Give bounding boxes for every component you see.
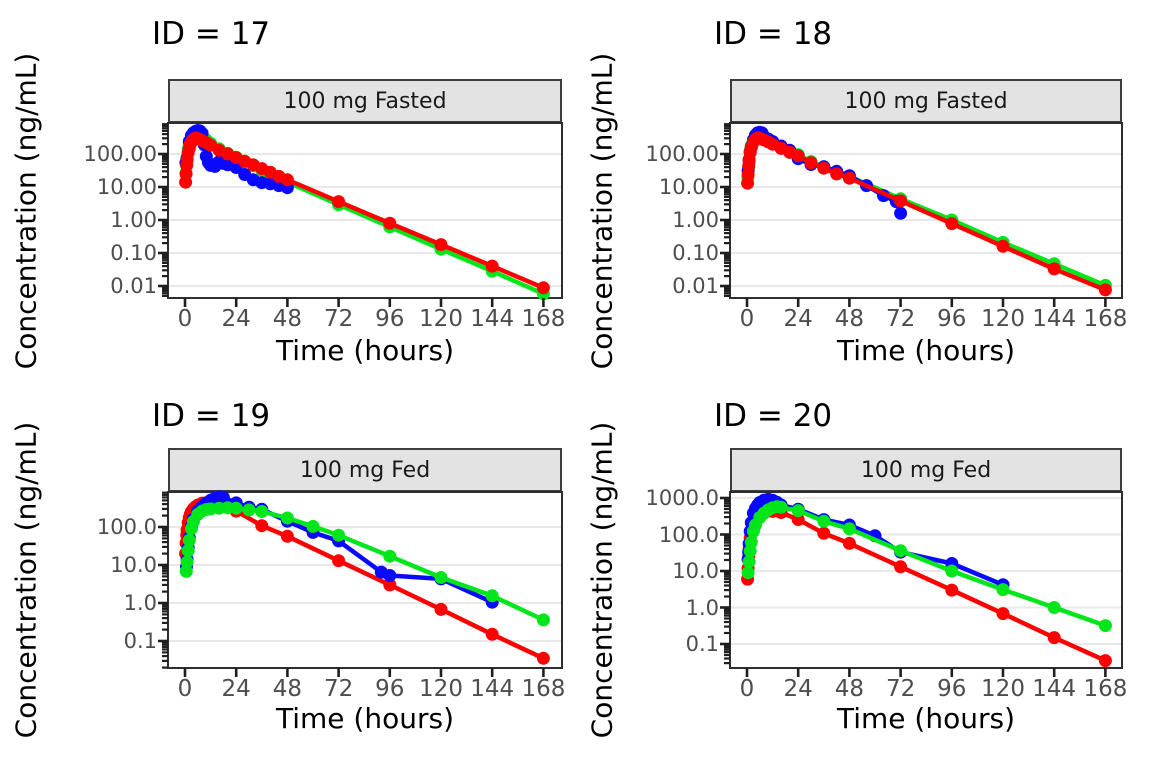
x-tick-label: 72 bbox=[323, 306, 354, 332]
x-tick-label: 168 bbox=[521, 306, 566, 332]
y-tick-label: 0.1 bbox=[685, 632, 719, 656]
x-tick-label: 0 bbox=[177, 676, 193, 702]
x-axis-label: Time (hours) bbox=[276, 334, 454, 367]
panel-title: ID = 20 bbox=[714, 398, 833, 434]
facet-strip: 100 mg Fed bbox=[730, 448, 1122, 492]
y-tick-label: 1000.0 bbox=[645, 486, 719, 510]
y-tick-label: 1.0 bbox=[685, 595, 719, 620]
plot-area-svg bbox=[720, 491, 1123, 677]
y-tick-label: 100.00 bbox=[83, 142, 157, 166]
x-tick-label: 0 bbox=[739, 306, 755, 332]
subplot-id-20: ID = 20 Concentration (ng/mL) 100 mg Fed… bbox=[576, 384, 1152, 768]
x-tick-label: 72 bbox=[885, 676, 916, 702]
x-tick-label: 48 bbox=[834, 306, 865, 332]
y-tick-label: 100.0 bbox=[658, 522, 719, 547]
facet-strip-label: 100 mg Fasted bbox=[283, 88, 447, 114]
x-tick-label: 0 bbox=[177, 306, 193, 332]
x-tick-label: 24 bbox=[221, 306, 251, 332]
y-tick-label: 100.00 bbox=[645, 142, 719, 166]
y-tick-label: 0.01 bbox=[110, 274, 157, 298]
x-axis-label: Time (hours) bbox=[837, 334, 1015, 367]
y-tick-label: 10.0 bbox=[110, 553, 157, 577]
y-tick-label: 1.00 bbox=[110, 208, 157, 232]
x-axis-label: Time (hours) bbox=[837, 702, 1015, 735]
x-tick-label: 72 bbox=[885, 306, 916, 332]
x-tick-label: 120 bbox=[419, 306, 463, 332]
plot-area-svg bbox=[158, 490, 563, 677]
y-tick-label: 1.0 bbox=[123, 591, 157, 615]
x-tick-label: 72 bbox=[323, 676, 354, 702]
facet-strip: 100 mg Fasted bbox=[168, 79, 562, 123]
x-tick-label: 144 bbox=[1032, 306, 1077, 332]
y-tick-label: 100.0 bbox=[96, 515, 157, 539]
panel-title: ID = 18 bbox=[714, 16, 833, 52]
y-tick-label: 0.10 bbox=[110, 241, 157, 265]
x-axis-label: Time (hours) bbox=[276, 702, 454, 735]
x-tick-label: 24 bbox=[221, 676, 251, 702]
x-tick-label: 144 bbox=[470, 306, 515, 332]
x-tick-label: 144 bbox=[1032, 676, 1077, 702]
x-tick-label: 120 bbox=[981, 306, 1025, 332]
x-tick-label: 0 bbox=[739, 676, 755, 702]
y-tick-label: 1.00 bbox=[672, 208, 719, 232]
y-tick-label: 10.00 bbox=[96, 175, 157, 199]
x-tick-label: 168 bbox=[1083, 676, 1128, 702]
x-tick-label: 48 bbox=[272, 306, 303, 332]
x-tick-label: 120 bbox=[981, 676, 1025, 702]
x-tick-label: 48 bbox=[272, 676, 303, 702]
y-tick-label: 0.01 bbox=[672, 274, 719, 298]
facet-strip-label: 100 mg Fasted bbox=[844, 88, 1008, 114]
panel-title: ID = 17 bbox=[152, 16, 271, 52]
x-tick-label: 144 bbox=[470, 676, 515, 702]
x-tick-label: 96 bbox=[375, 306, 405, 332]
facet-strip-label: 100 mg Fed bbox=[299, 457, 431, 483]
facet-strip: 100 mg Fasted bbox=[730, 79, 1122, 123]
x-tick-label: 24 bbox=[783, 676, 813, 702]
subplot-id-18: ID = 18 Concentration (ng/mL) 100 mg Fas… bbox=[576, 0, 1152, 384]
x-tick-label: 48 bbox=[834, 676, 865, 702]
x-tick-label: 168 bbox=[1083, 306, 1128, 332]
subplot-id-17: ID = 17 Concentration (ng/mL) 100 mg Fas… bbox=[0, 0, 576, 384]
x-tick-label: 96 bbox=[937, 676, 967, 702]
x-tick-label: 24 bbox=[783, 306, 813, 332]
x-tick-label: 168 bbox=[521, 676, 566, 702]
y-tick-label: 0.10 bbox=[672, 241, 719, 265]
x-tick-label: 96 bbox=[375, 676, 405, 702]
y-tick-label: 0.1 bbox=[123, 629, 157, 653]
facet-strip-label: 100 mg Fed bbox=[860, 457, 992, 483]
plot-area-svg bbox=[158, 122, 563, 307]
subplot-id-19: ID = 19 Concentration (ng/mL) 100 mg Fed… bbox=[0, 384, 576, 768]
x-tick-label: 120 bbox=[419, 676, 463, 702]
y-tick-label: 10.00 bbox=[658, 175, 719, 199]
plot-area-svg bbox=[720, 122, 1123, 307]
y-tick-label: 10.0 bbox=[672, 559, 719, 583]
x-tick-label: 96 bbox=[937, 306, 967, 332]
panel-title: ID = 19 bbox=[152, 398, 271, 434]
